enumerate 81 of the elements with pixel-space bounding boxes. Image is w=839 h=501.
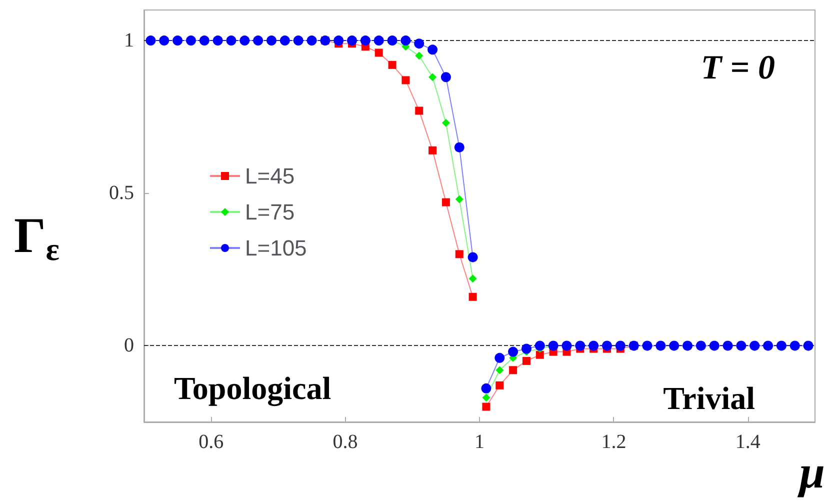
point <box>588 340 599 351</box>
point <box>334 36 344 46</box>
legend-label: L=105 <box>245 236 307 260</box>
point <box>266 36 276 46</box>
legend-label: L=45 <box>245 164 295 188</box>
point <box>669 340 680 351</box>
point <box>750 340 760 351</box>
point <box>496 381 504 390</box>
point <box>522 356 530 365</box>
point <box>496 366 504 374</box>
point <box>682 340 693 351</box>
point <box>253 36 264 46</box>
point <box>482 394 490 402</box>
point <box>374 48 383 57</box>
point <box>763 340 774 351</box>
y-tick-label: 1 <box>124 30 134 52</box>
point <box>442 198 450 206</box>
point <box>468 292 477 301</box>
annotation: Topological <box>174 370 332 407</box>
point <box>414 38 424 49</box>
point <box>536 350 544 359</box>
point <box>442 118 450 127</box>
point <box>509 366 518 374</box>
point <box>534 340 545 351</box>
legend-label: L=75 <box>245 200 295 224</box>
point <box>172 36 183 46</box>
x-axis-title: μ <box>797 446 825 498</box>
point <box>146 36 156 46</box>
point <box>494 352 505 363</box>
point <box>347 36 358 46</box>
point <box>615 340 626 351</box>
point <box>306 36 317 46</box>
x-tick-label: 1 <box>474 431 484 453</box>
point <box>722 340 733 351</box>
point <box>293 36 304 46</box>
point <box>696 340 706 351</box>
x-tick-label: 1.2 <box>601 431 626 453</box>
point <box>521 344 532 354</box>
point <box>428 73 437 82</box>
point <box>388 60 396 69</box>
point <box>186 36 196 46</box>
point <box>602 340 612 351</box>
y-tick-label: 0.5 <box>109 182 134 204</box>
point <box>575 340 586 351</box>
point <box>468 274 477 283</box>
point <box>508 346 518 357</box>
point <box>360 36 370 46</box>
point <box>709 340 720 351</box>
point <box>280 36 290 46</box>
x-tick-label: 1.4 <box>735 431 760 453</box>
point <box>455 195 464 204</box>
point <box>428 44 438 55</box>
point <box>226 36 236 46</box>
point <box>415 52 424 60</box>
point <box>790 340 800 351</box>
point <box>400 36 411 46</box>
point <box>159 36 170 46</box>
annotation: T = 0 <box>700 50 775 86</box>
point <box>482 402 490 411</box>
y-tick-label: 0 <box>124 334 134 357</box>
point <box>199 36 210 46</box>
point <box>656 340 666 351</box>
point <box>455 250 464 258</box>
point <box>212 36 223 46</box>
point <box>481 383 492 394</box>
point <box>440 72 451 82</box>
point <box>415 106 424 115</box>
point <box>240 36 250 46</box>
point <box>776 340 786 351</box>
x-tick-label: 0.6 <box>198 431 224 453</box>
point <box>454 142 464 152</box>
annotation: Trivial <box>663 380 756 416</box>
point <box>562 340 572 351</box>
point <box>803 340 814 351</box>
point <box>736 340 746 351</box>
x-tick-label: 0.8 <box>332 431 358 453</box>
point <box>402 76 410 84</box>
point <box>374 36 384 46</box>
point <box>642 340 652 351</box>
point <box>428 146 437 154</box>
point <box>468 252 478 262</box>
